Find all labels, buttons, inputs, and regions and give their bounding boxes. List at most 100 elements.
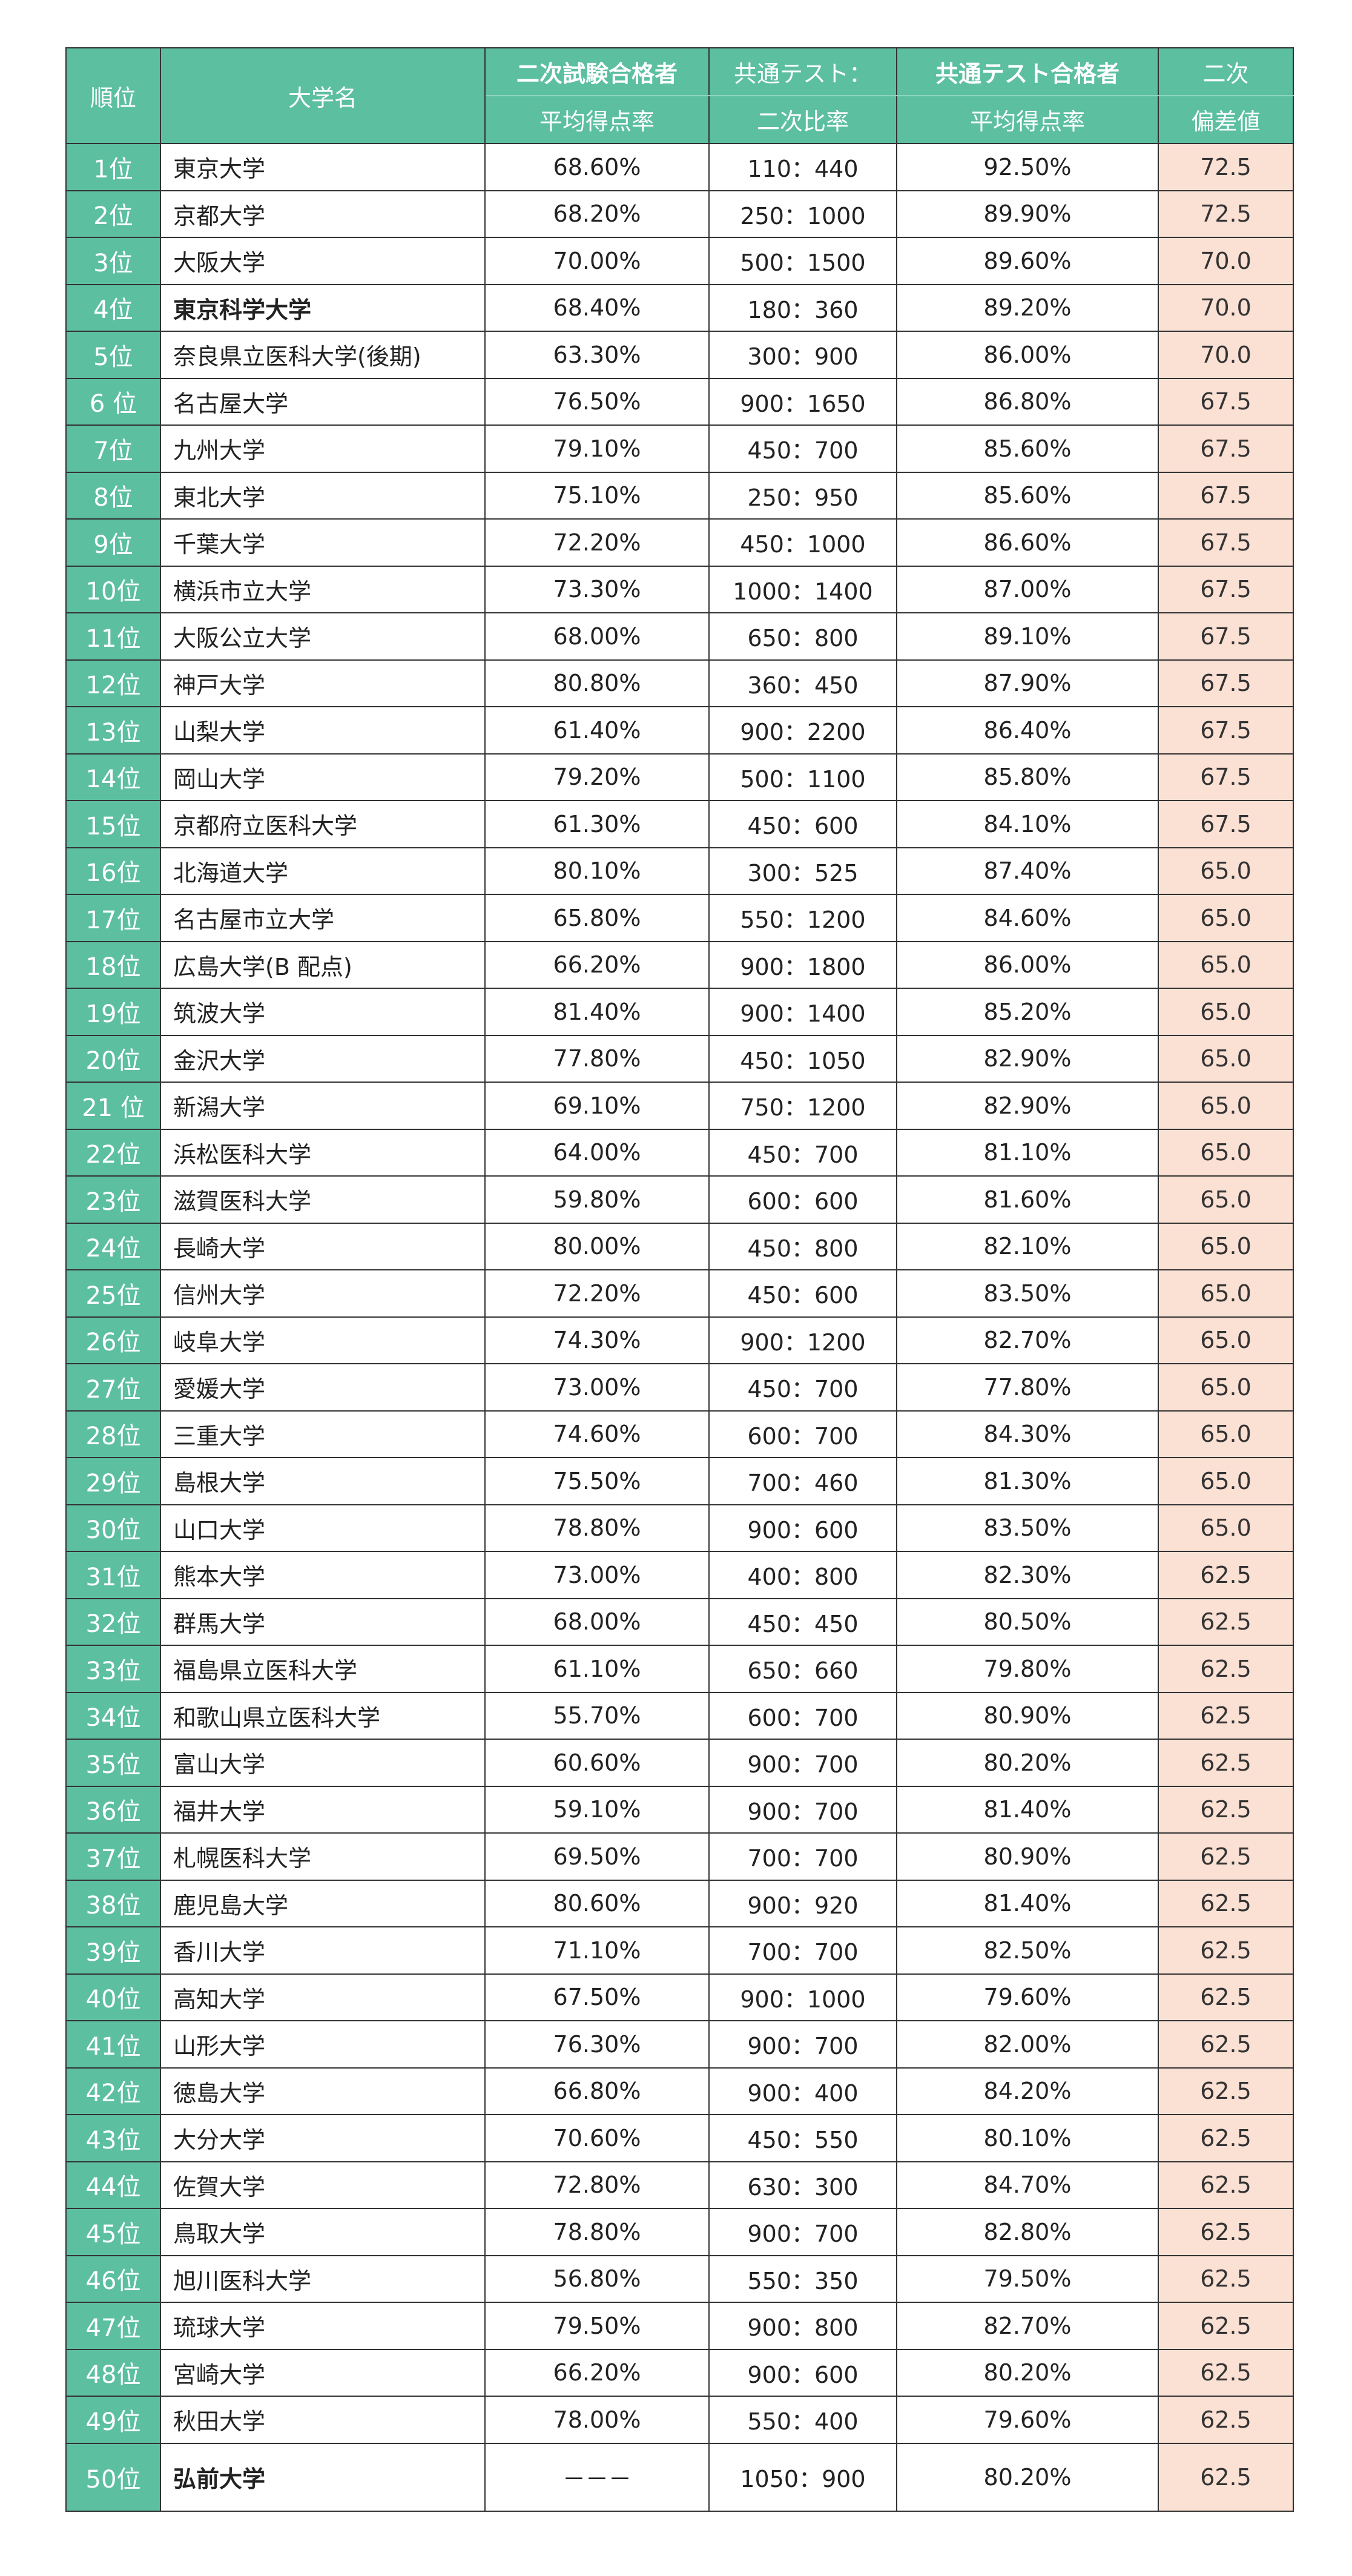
second-exam-score-cell: 69.50% xyxy=(484,1832,710,1881)
rank-cell: 25位 xyxy=(65,1269,161,1318)
table-row: 29位 島根大学 75.50% 700：460 81.30% 65.0 xyxy=(65,1457,1294,1505)
table-row: 42位 徳島大学 66.80% 900：400 84.20% 62.5 xyxy=(65,2067,1294,2115)
ratio-cell: 110：440 xyxy=(708,143,897,191)
second-exam-score-cell: 68.00% xyxy=(484,1597,710,1646)
table-row: 38位 鹿児島大学 80.60% 900：920 81.40% 62.5 xyxy=(65,1879,1294,1927)
deviation-cell: 62.5 xyxy=(1158,1691,1294,1740)
common-test-score-cell: 80.10% xyxy=(896,2114,1159,2162)
common-test-score-cell: 80.20% xyxy=(896,2348,1159,2397)
common-test-score-cell: 82.80% xyxy=(896,2208,1159,2256)
rank-cell: 45位 xyxy=(65,2208,161,2256)
university-name-cell: 琉球大学 xyxy=(160,2302,486,2350)
second-exam-score-cell: 78.00% xyxy=(484,2396,710,2444)
table-row: 30位 山口大学 78.80% 900：600 83.50% 65.0 xyxy=(65,1504,1294,1552)
table-row: 17位 名古屋市立大学 65.80% 550：1200 84.60% 65.0 xyxy=(65,894,1294,942)
deviation-cell: 65.0 xyxy=(1158,847,1294,895)
university-name-cell: 山形大学 xyxy=(160,2020,486,2069)
common-test-score-cell: 82.10% xyxy=(896,1222,1159,1270)
deviation-cell: 62.5 xyxy=(1158,2442,1294,2512)
ratio-cell: 630：300 xyxy=(708,2161,897,2209)
university-name-cell: 鳥取大学 xyxy=(160,2208,486,2256)
common-test-score-cell: 80.90% xyxy=(896,1832,1159,1881)
common-test-score-cell: 86.80% xyxy=(896,377,1159,426)
rank-cell: 34位 xyxy=(65,1691,161,1740)
rank-cell: 49位 xyxy=(65,2396,161,2444)
ratio-cell: 450：700 xyxy=(708,1128,897,1177)
deviation-cell: 70.0 xyxy=(1158,331,1294,379)
table-row: 44位 佐賀大学 72.80% 630：300 84.70% 62.5 xyxy=(65,2161,1294,2209)
university-name-cell: 名古屋大学 xyxy=(160,377,486,426)
second-exam-score-cell: 60.60% xyxy=(484,1739,710,1787)
deviation-cell: 65.0 xyxy=(1158,940,1294,989)
common-test-score-cell: 84.20% xyxy=(896,2067,1159,2115)
ratio-cell: 900：600 xyxy=(708,1504,897,1552)
university-name-cell: 大阪大学 xyxy=(160,237,486,285)
ratio-cell: 900：700 xyxy=(708,2208,897,2256)
deviation-cell: 72.5 xyxy=(1158,190,1294,238)
ratio-cell: 900：400 xyxy=(708,2067,897,2115)
rank-cell: 27位 xyxy=(65,1363,161,1412)
rank-cell: 47位 xyxy=(65,2302,161,2350)
second-exam-score-cell: 79.10% xyxy=(484,424,710,473)
deviation-cell: 67.5 xyxy=(1158,659,1294,707)
university-name-cell: 秋田大学 xyxy=(160,2396,486,2444)
deviation-cell: 65.0 xyxy=(1158,1457,1294,1505)
table-row: 41位 山形大学 76.30% 900：700 82.00% 62.5 xyxy=(65,2020,1294,2069)
rank-cell: 24位 xyxy=(65,1222,161,1270)
common-test-score-cell: 84.70% xyxy=(896,2161,1159,2209)
university-name-cell: 福島県立医科大学 xyxy=(160,1645,486,1693)
university-name-cell: 長崎大学 xyxy=(160,1222,486,1270)
common-test-score-cell: 82.70% xyxy=(896,1316,1159,1364)
table-row: 11位 大阪公立大学 68.00% 650：800 89.10% 67.5 xyxy=(65,612,1294,661)
table-row: 47位 琉球大学 79.50% 900：800 82.70% 62.5 xyxy=(65,2302,1294,2350)
ratio-cell: 250：1000 xyxy=(708,190,897,238)
university-name-cell: 大分大学 xyxy=(160,2114,486,2162)
second-exam-score-cell: 78.80% xyxy=(484,1504,710,1552)
rank-cell: 38位 xyxy=(65,1879,161,1927)
common-test-score-cell: 82.90% xyxy=(896,1034,1159,1083)
university-name-cell: 東京科学大学 xyxy=(160,283,486,332)
deviation-cell: 62.5 xyxy=(1158,1926,1294,1975)
rank-cell: 28位 xyxy=(65,1410,161,1458)
second-exam-score-cell: 76.30% xyxy=(484,2020,710,2069)
rank-cell: 2位 xyxy=(65,190,161,238)
common-test-score-cell: 85.80% xyxy=(896,753,1159,801)
second-exam-score-cell: 73.30% xyxy=(484,565,710,613)
second-exam-score-cell: 66.20% xyxy=(484,2348,710,2397)
table-row: 31位 熊本大学 73.00% 400：800 82.30% 62.5 xyxy=(65,1551,1294,1599)
ratio-cell: 450：1000 xyxy=(708,518,897,567)
ratio-cell: 700：700 xyxy=(708,1926,897,1975)
table-row: 36位 福井大学 59.10% 900：700 81.40% 62.5 xyxy=(65,1785,1294,1834)
header-common-test-score: 共通テスト合格者 xyxy=(896,47,1159,96)
university-name-cell: 名古屋市立大学 xyxy=(160,894,486,942)
header-common-test-score-sub: 平均得点率 xyxy=(896,95,1159,144)
second-exam-score-cell: 72.20% xyxy=(484,1269,710,1318)
deviation-cell: 62.5 xyxy=(1158,2161,1294,2209)
table-row: 32位 群馬大学 68.00% 450：450 80.50% 62.5 xyxy=(65,1597,1294,1646)
rank-cell: 44位 xyxy=(65,2161,161,2209)
deviation-cell: 67.5 xyxy=(1158,800,1294,848)
ratio-cell: 600：700 xyxy=(708,1691,897,1740)
second-exam-score-cell: 73.00% xyxy=(484,1363,710,1412)
ratio-cell: 1000：1400 xyxy=(708,565,897,613)
common-test-score-cell: 87.40% xyxy=(896,847,1159,895)
table-body: 1位 東京大学 68.60% 110：440 92.50% 72.5 2位 京都大学 68.20… xyxy=(65,143,1294,2512)
rank-cell: 41位 xyxy=(65,2020,161,2069)
deviation-cell: 62.5 xyxy=(1158,1785,1294,1834)
common-test-score-cell: 82.00% xyxy=(896,2020,1159,2069)
second-exam-score-cell: 61.10% xyxy=(484,1645,710,1693)
deviation-cell: 62.5 xyxy=(1158,1551,1294,1599)
university-name-cell: 愛媛大学 xyxy=(160,1363,486,1412)
rank-cell: 15位 xyxy=(65,800,161,848)
table-row: 14位 岡山大学 79.20% 500：1100 85.80% 67.5 xyxy=(65,753,1294,801)
deviation-cell: 65.0 xyxy=(1158,1410,1294,1458)
university-name-cell: 群馬大学 xyxy=(160,1597,486,1646)
ratio-cell: 900：1200 xyxy=(708,1316,897,1364)
ratio-cell: 450：800 xyxy=(708,1222,897,1270)
ratio-cell: 600：600 xyxy=(708,1175,897,1224)
deviation-cell: 62.5 xyxy=(1158,2114,1294,2162)
common-test-score-cell: 87.90% xyxy=(896,659,1159,707)
second-exam-score-cell: 77.80% xyxy=(484,1034,710,1083)
table-row: 12位 神戸大学 80.80% 360：450 87.90% 67.5 xyxy=(65,659,1294,707)
deviation-cell: 62.5 xyxy=(1158,2020,1294,2069)
